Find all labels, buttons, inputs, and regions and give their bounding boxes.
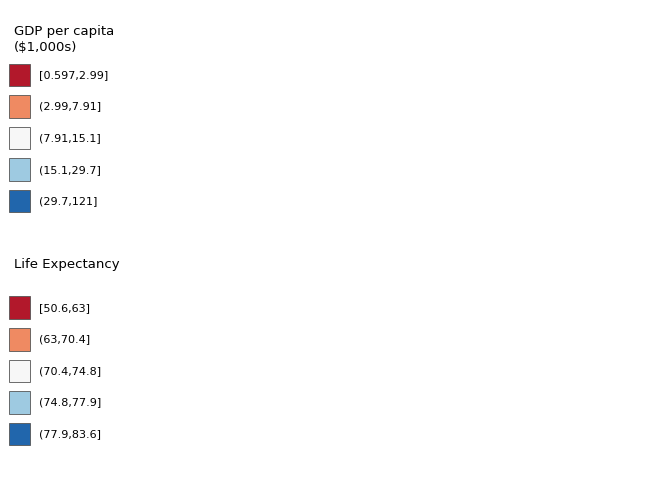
Bar [9, 127, 30, 149]
Text: (70.4,74.8]: (70.4,74.8] [39, 366, 101, 376]
Text: (29.7,121]: (29.7,121] [39, 196, 97, 206]
Text: GDP per capita
($1,000s): GDP per capita ($1,000s) [14, 25, 114, 54]
Bar [9, 391, 30, 414]
Bar [9, 328, 30, 350]
Text: [0.597,2.99]: [0.597,2.99] [39, 70, 108, 80]
Text: Life Expectancy: Life Expectancy [14, 258, 120, 271]
Bar [9, 63, 30, 86]
Bar [9, 296, 30, 319]
Text: (74.8,77.9]: (74.8,77.9] [39, 397, 101, 408]
Text: (63,70.4]: (63,70.4] [39, 334, 90, 344]
Text: (2.99,7.91]: (2.99,7.91] [39, 101, 101, 111]
Bar [9, 360, 30, 382]
Bar [9, 158, 30, 181]
Text: (77.9,83.6]: (77.9,83.6] [39, 429, 101, 439]
Bar [9, 95, 30, 118]
Text: (15.1,29.7]: (15.1,29.7] [39, 165, 101, 175]
Bar [9, 423, 30, 445]
Bar [9, 190, 30, 213]
Text: [50.6,63]: [50.6,63] [39, 303, 90, 312]
Text: (7.91,15.1]: (7.91,15.1] [39, 133, 101, 143]
